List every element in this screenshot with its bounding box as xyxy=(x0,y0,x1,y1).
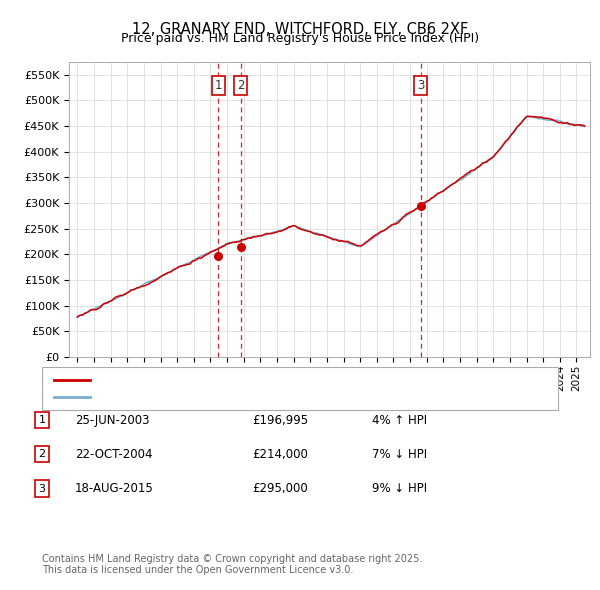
Text: 4% ↑ HPI: 4% ↑ HPI xyxy=(372,414,427,427)
Text: 2: 2 xyxy=(38,450,46,459)
Text: £196,995: £196,995 xyxy=(252,414,308,427)
Text: Contains HM Land Registry data © Crown copyright and database right 2025.
This d: Contains HM Land Registry data © Crown c… xyxy=(42,553,422,575)
Text: 25-JUN-2003: 25-JUN-2003 xyxy=(75,414,149,427)
Text: 1: 1 xyxy=(215,79,222,92)
Text: 22-OCT-2004: 22-OCT-2004 xyxy=(75,448,152,461)
Text: 12, GRANARY END, WITCHFORD, ELY, CB6 2XF: 12, GRANARY END, WITCHFORD, ELY, CB6 2XF xyxy=(132,22,468,37)
Text: £295,000: £295,000 xyxy=(252,482,308,495)
Text: Price paid vs. HM Land Registry's House Price Index (HPI): Price paid vs. HM Land Registry's House … xyxy=(121,32,479,45)
Text: 12, GRANARY END, WITCHFORD, ELY, CB6 2XF (detached house): 12, GRANARY END, WITCHFORD, ELY, CB6 2XF… xyxy=(96,375,454,385)
Text: £214,000: £214,000 xyxy=(252,448,308,461)
Text: 7% ↓ HPI: 7% ↓ HPI xyxy=(372,448,427,461)
Text: 18-AUG-2015: 18-AUG-2015 xyxy=(75,482,154,495)
Text: 9% ↓ HPI: 9% ↓ HPI xyxy=(372,482,427,495)
Text: 1: 1 xyxy=(38,415,46,425)
Text: 3: 3 xyxy=(38,484,46,493)
Text: 2: 2 xyxy=(237,79,244,92)
Text: 3: 3 xyxy=(417,79,424,92)
Text: HPI: Average price, detached house, East Cambridgeshire: HPI: Average price, detached house, East… xyxy=(96,392,419,402)
